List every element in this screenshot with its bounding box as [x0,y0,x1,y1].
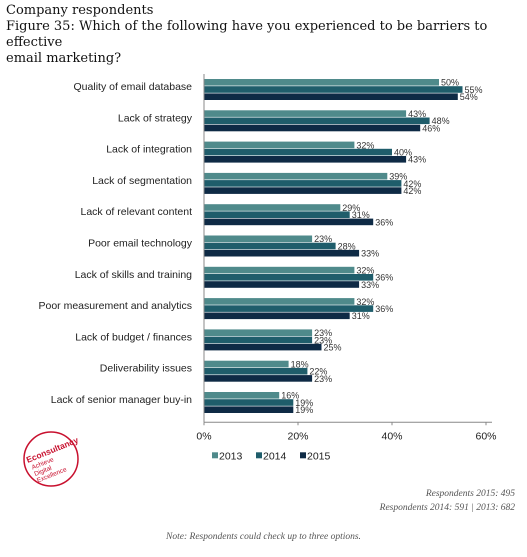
data-label: 32% [356,266,374,276]
data-label: 31% [352,210,370,220]
bar-2015 [204,93,458,100]
x-tick-label: 0% [196,430,211,442]
category-label: Lack of senior manager buy-in [51,394,192,406]
data-label: 23% [314,335,332,345]
bar-2015 [204,406,294,413]
data-label: 36% [375,273,393,283]
page-header: Company respondents Figure 35: Which of … [6,3,521,67]
bar-2014 [204,148,392,156]
data-label: 36% [375,217,393,227]
data-label: 48% [432,116,450,126]
bar-2015 [204,218,374,226]
bar-2013 [204,204,341,211]
bar-2015 [204,281,360,288]
category-label: Lack of relevant content [81,206,193,218]
bar-2013 [204,110,407,117]
x-tick-label: 20% [287,430,308,442]
bar-2015 [204,249,360,257]
econsultancy-logo: Econsultancy Achieve Digital Excellence [23,431,80,487]
data-label: 33% [361,280,379,290]
category-label: Lack of budget / finances [75,331,192,343]
bar-2014 [204,242,336,250]
bar-2015 [204,343,322,351]
data-label: 33% [361,249,379,259]
bar-2013 [204,298,355,305]
data-label: 25% [324,343,342,353]
bar-2013 [204,266,355,274]
x-tick-label: 40% [381,430,402,442]
data-label: 42% [403,179,421,189]
data-label: 23% [314,328,332,338]
bar-2014 [204,86,463,93]
bar-2013 [204,329,313,336]
respondents-2015: Respondents 2015: 495 [425,489,515,499]
data-label: 29% [342,203,360,213]
bar-2013 [204,392,280,399]
category-label: Lack of strategy [118,112,193,124]
category-label: Lack of skills and training [75,269,192,281]
legend-swatch-2013 [212,452,218,459]
data-label: 19% [295,405,313,415]
data-label: 39% [389,172,407,182]
category-label: Lack of integration [106,144,192,156]
bar-2015 [204,312,350,320]
bar-2013 [204,79,439,86]
legend-label: 2014 [263,450,287,462]
data-label: 32% [356,297,374,307]
bar-2013 [204,360,289,368]
data-label: 22% [309,367,327,377]
data-label: 19% [295,398,313,408]
bar-2015 [204,187,402,194]
bar-2014 [204,274,374,281]
category-label: Quality of email database [74,81,193,93]
bar-2014 [204,211,350,218]
bar-2013 [204,141,355,149]
bar-chart: Quality of email database 50% 55%54% Lack o… [39,74,497,462]
bar-2014 [204,117,430,125]
data-label: 43% [408,109,426,119]
legend-swatch-2015 [300,452,306,459]
data-label: 32% [356,140,374,150]
data-label: 36% [375,304,393,314]
figure-title-cont: email marketing? [6,51,122,66]
data-label: 18% [291,359,309,369]
bar-2014 [204,180,402,187]
footnote: Note: Respondents could check up to thre… [166,532,361,542]
data-label: 40% [394,148,412,158]
data-label: 50% [441,78,459,88]
bar-2014 [204,305,374,312]
data-label: 31% [352,311,370,321]
bar-2015 [204,124,421,132]
figure-title: Figure 35: Which of the following have y… [6,19,488,50]
data-label: 55% [465,85,483,95]
data-label: 42% [403,186,421,196]
bar-2015 [204,156,407,163]
data-label: 16% [281,391,299,401]
category-label: Lack of segmentation [92,175,192,187]
bar-2013 [204,235,313,243]
legend-label: 2013 [219,450,243,462]
category-label: Poor measurement and analytics [39,300,193,312]
header-line-respondents: Company respondents [6,3,154,18]
data-label: 23% [314,234,332,244]
bar-2014 [204,336,313,344]
data-label: 23% [314,374,332,384]
bar-2015 [204,375,313,382]
data-label: 28% [338,241,356,251]
category-label: Poor email technology [88,238,193,250]
bar-2013 [204,172,388,180]
bar-2014 [204,367,308,375]
respondents-2014-2013: Respondents 2014: 591 | 2013: 682 [379,503,515,513]
x-tick-label: 60% [475,430,496,442]
legend-swatch-2014 [256,452,262,459]
data-label: 54% [460,92,478,102]
bar-2014 [204,399,294,406]
category-label: Deliverability issues [100,363,192,375]
data-label: 43% [408,155,426,165]
data-label: 46% [422,123,440,133]
legend-label: 2015 [307,450,331,462]
